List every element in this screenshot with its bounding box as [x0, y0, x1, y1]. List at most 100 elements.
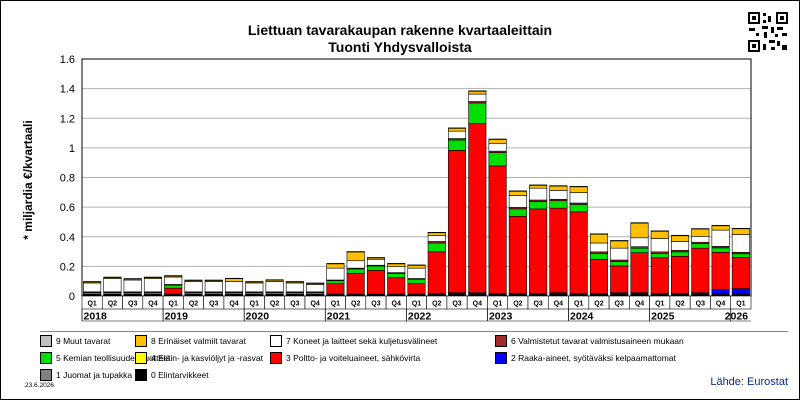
bar-segment [346, 268, 365, 274]
x-tick-label: Q4 [554, 301, 563, 308]
bar-segment [589, 233, 608, 244]
bar-segment [387, 263, 406, 265]
x-tick-label: Q3 [371, 301, 380, 308]
bar-segment [610, 240, 629, 249]
legend-label: 0 Elintarvikkeet [151, 370, 209, 380]
y-tick-label: 1.4 [60, 84, 75, 96]
bar-segment [508, 216, 527, 294]
bar-segment [691, 236, 710, 243]
bar-segment [731, 228, 750, 230]
bar-segment [204, 279, 223, 281]
x-tick-label: Q4 [148, 301, 157, 308]
bar-segment [731, 234, 750, 253]
x-tick-label: Q4 [229, 301, 238, 308]
year-label: 2024 [570, 311, 594, 323]
x-tick-label: Q1 [655, 301, 664, 308]
bar-segment [225, 277, 244, 280]
y-tick-label: 0.2 [60, 261, 75, 273]
bar-segment [549, 200, 568, 209]
bar-segment [103, 278, 122, 293]
bar-segment [488, 143, 507, 152]
bar-segment [366, 265, 385, 271]
bar-segment [650, 230, 669, 232]
x-tick-label: Q1 [412, 301, 421, 308]
bar-segment [549, 190, 568, 200]
x-tick-label: Q1 [331, 301, 340, 308]
bar-segment [549, 207, 568, 293]
x-tick-label: Q1 [736, 301, 745, 308]
bar-segment [306, 282, 325, 284]
bar-segment [610, 240, 629, 242]
bar-segment [529, 201, 548, 210]
legend-swatch [135, 335, 147, 347]
bar-segment [366, 270, 385, 295]
bar-segment [245, 281, 264, 283]
legend-label: 2 Raaka-aineet, syötäväksi kelpaamattoma… [511, 353, 676, 363]
x-tick-label: Q1 [574, 301, 583, 308]
bar-segment [123, 278, 142, 280]
x-tick-label: Q2 [594, 301, 603, 308]
x-tick-label: Q2 [432, 301, 441, 308]
bar-segment [164, 284, 183, 289]
bar-segment [711, 225, 730, 231]
bar-segment [346, 251, 365, 253]
bar-segment [488, 165, 507, 294]
x-tick-label: Q3 [209, 301, 218, 308]
bar-segment [630, 252, 649, 293]
bar-segment [488, 152, 507, 167]
year-label: 2018 [84, 311, 108, 323]
bar-segment [427, 232, 446, 234]
bar-segment [448, 139, 467, 151]
bar-segment [671, 241, 690, 251]
bar-segment [569, 211, 588, 294]
bar-segment [326, 280, 345, 285]
legend-label: 8 Erinäiset valmiit tavarat [151, 336, 246, 346]
bar-segment [448, 130, 467, 139]
bar-segment [650, 257, 669, 294]
bar-segment [650, 230, 669, 239]
bar-segment [691, 243, 710, 249]
bar-segment [387, 273, 406, 279]
x-tick-label: Q3 [696, 301, 705, 308]
legend-label: 7 Koneet ja laitteet sekä kuljetusväline… [286, 336, 438, 346]
bar-segment [691, 247, 710, 293]
bar-segment [711, 289, 730, 295]
bar-segment [427, 235, 446, 242]
bar-segment [610, 265, 629, 293]
y-tick-label: 1 [69, 143, 75, 155]
legend-label: 4 Eläin- ja kasviöljyt ja -rasvat [151, 353, 263, 363]
bar-segment [468, 93, 487, 102]
legend-swatch [495, 352, 507, 364]
bar-segment [650, 253, 669, 259]
x-tick-label: Q2 [675, 301, 684, 308]
bar-segment [549, 185, 568, 191]
bar-segment [671, 256, 690, 294]
x-tick-label: Q4 [473, 301, 482, 308]
bar-segment [326, 283, 345, 295]
bar-segment [508, 190, 527, 192]
year-label: 2026 [725, 311, 749, 323]
x-tick-label: Q4 [635, 301, 644, 308]
legend-swatch [270, 335, 282, 347]
year-label: 2023 [489, 311, 513, 323]
bar-segment [691, 228, 710, 237]
x-tick-label: Q3 [615, 301, 624, 308]
bar-segment [326, 263, 345, 265]
bar-segment [387, 266, 406, 273]
bar-segment [569, 204, 588, 213]
bar-segment [184, 279, 203, 281]
bar-segment [346, 260, 365, 269]
legend-item: 4 Eläin- ja kasviöljyt ja -rasvat [135, 352, 263, 364]
y-tick-label: 0.8 [60, 173, 75, 185]
chart-subtitle: Tuonti Yhdysvalloista [328, 39, 472, 55]
bar-segment [306, 284, 325, 293]
legend-label: 9 Muut tavarat [56, 336, 111, 346]
bar-segment [711, 252, 730, 290]
qr-code-icon [747, 11, 789, 53]
bar-segment [630, 222, 649, 239]
x-tick-label: Q2 [270, 301, 279, 308]
bar-segment [610, 261, 629, 267]
bar-segment [731, 228, 750, 235]
bar-segment [265, 279, 284, 281]
